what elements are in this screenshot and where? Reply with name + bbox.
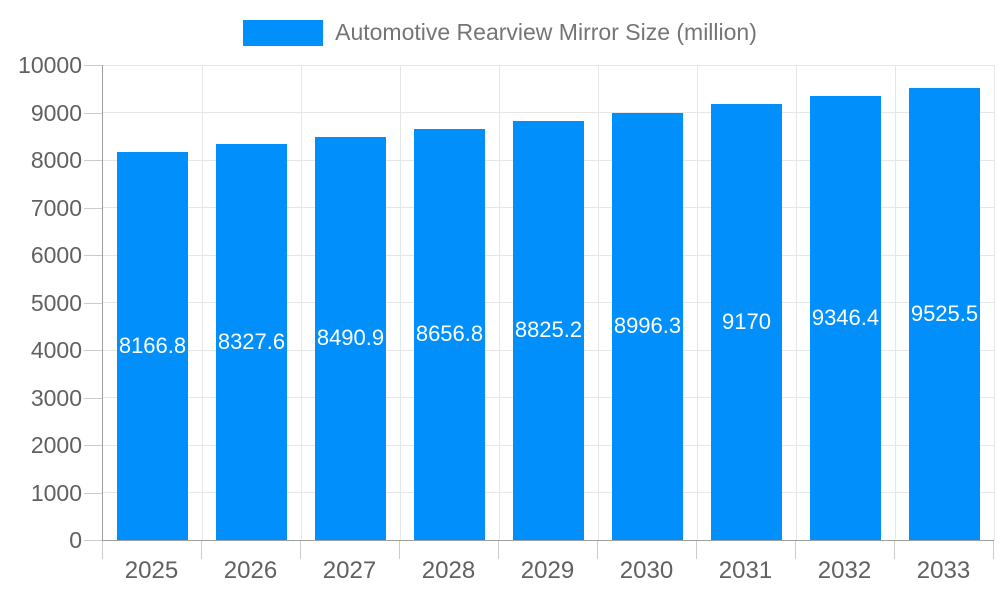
bar-2028[interactable]: 8656.8: [414, 128, 485, 540]
bar-2025[interactable]: 8166.8: [117, 152, 188, 540]
y-axis-tick: [84, 160, 102, 161]
bar-2026[interactable]: 8327.6: [216, 144, 287, 540]
x-axis-label: 2032: [817, 557, 872, 584]
x-axis-tick: [695, 541, 697, 559]
y-axis-label: 10000: [18, 52, 82, 78]
x-axis-tick: [794, 541, 796, 559]
y-axis-label: 1000: [30, 479, 82, 506]
bar-value-label: 9170: [722, 309, 771, 335]
x-axis-tick: [497, 541, 499, 559]
bar-2032[interactable]: 9346.4: [810, 96, 881, 540]
x-axis-tick: [200, 541, 202, 559]
bar-value-label: 9525.5: [910, 300, 979, 326]
x-axis-label: 2027: [322, 557, 377, 584]
x-axis-tick: [398, 541, 400, 559]
y-axis-label: 7000: [30, 194, 82, 221]
y-axis-label: 0: [69, 527, 82, 553]
horizontal-gridline: [103, 64, 994, 66]
y-axis-tick: [84, 302, 102, 304]
vertical-gridline: [300, 65, 302, 540]
y-axis-tick: [84, 397, 102, 399]
vertical-gridline: [894, 65, 896, 540]
chart-legend: Automotive Rearview Mirror Size (million…: [0, 19, 1000, 46]
y-axis-label: 6000: [30, 242, 82, 268]
y-axis-label: 8000: [30, 147, 82, 173]
horizontal-gridline: [103, 112, 994, 113]
x-axis-label: 2033: [916, 557, 971, 584]
vertical-gridline: [696, 65, 698, 540]
x-axis-label: 2028: [421, 557, 476, 584]
y-axis-label: 2000: [30, 432, 82, 458]
y-axis-tick: [84, 492, 102, 494]
x-axis-tick: [299, 541, 301, 559]
legend-swatch-icon: [243, 19, 324, 46]
y-axis-tick: [84, 350, 102, 351]
bar-value-label: 8656.8: [415, 321, 484, 347]
bar-value-label: 8996.3: [613, 313, 682, 339]
y-axis-tick: [84, 207, 102, 209]
x-axis-tick: [101, 541, 103, 559]
plot-area: 8166.8 8327.6 8490.9 8656.8 8825.2 8996.3 9170…: [102, 64, 995, 541]
y-axis-tick: [84, 445, 102, 446]
y-axis-tick: [84, 255, 102, 256]
vertical-gridline: [597, 65, 599, 540]
bar-2027[interactable]: 8490.9: [315, 136, 386, 540]
y-axis-label: 5000: [30, 289, 82, 316]
x-axis-tick: [596, 541, 598, 559]
vertical-gridline: [399, 65, 401, 540]
x-axis-tick: [893, 541, 895, 559]
y-axis-tick: [84, 112, 102, 114]
y-axis-tick: [84, 65, 102, 66]
x-axis-tick: [992, 541, 994, 559]
legend-item[interactable]: Automotive Rearview Mirror Size (million…: [243, 19, 757, 46]
y-axis-label: 3000: [30, 384, 82, 411]
vertical-gridline: [498, 65, 500, 540]
vertical-gridline: [795, 65, 797, 540]
y-axis-tick: [84, 540, 102, 541]
vertical-gridline: [201, 65, 203, 540]
x-axis-label: 2026: [223, 557, 278, 584]
x-axis-label: 2025: [124, 557, 179, 584]
bar-2033[interactable]: 9525.5: [909, 87, 980, 540]
bar-2031[interactable]: 9170: [711, 104, 782, 540]
bar-2030[interactable]: 8996.3: [612, 112, 683, 540]
bar-value-label: 8825.2: [514, 317, 583, 343]
bar-2029[interactable]: 8825.2: [513, 120, 584, 540]
x-axis-label: 2029: [520, 557, 575, 584]
vertical-gridline: [993, 65, 995, 540]
bar-value-label: 8490.9: [316, 325, 385, 351]
legend-label: Automotive Rearview Mirror Size (million…: [335, 19, 757, 45]
x-axis-label: 2030: [619, 557, 674, 584]
bar-value-label: 9346.4: [811, 305, 880, 331]
y-axis-label: 9000: [30, 99, 82, 126]
y-axis-label: 4000: [30, 337, 82, 363]
bar-value-label: 8166.8: [118, 333, 187, 359]
bar-value-label: 8327.6: [217, 329, 286, 355]
x-axis-label: 2031: [718, 557, 773, 584]
